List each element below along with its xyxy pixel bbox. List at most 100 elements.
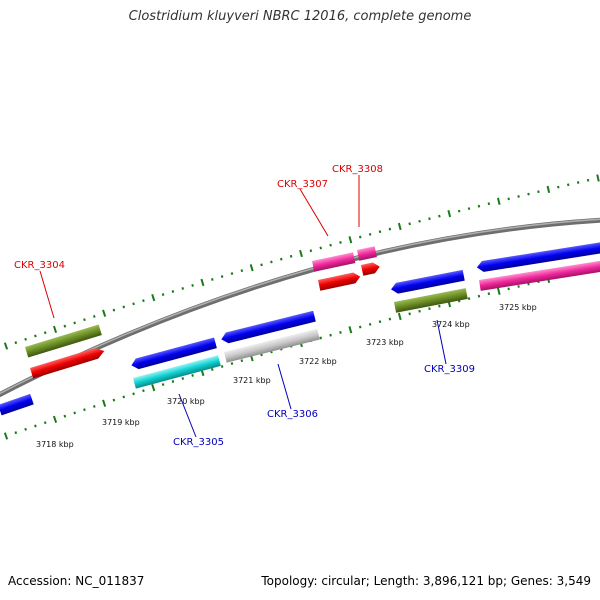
scale-tick	[428, 217, 431, 221]
scale-tick	[83, 318, 86, 322]
scale-tick	[467, 297, 471, 301]
scale-tick	[220, 365, 224, 368]
scale-tick	[408, 312, 411, 316]
label-CKR_3306[interactable]: CKR_3306	[267, 409, 318, 420]
scale-tick	[83, 408, 86, 412]
scale-tick	[329, 243, 332, 247]
gene-CKR_3308-pink[interactable]	[357, 246, 377, 261]
scale-tick	[388, 227, 392, 231]
scale-tick	[546, 185, 551, 194]
scale-tick	[132, 392, 135, 396]
scale-tick	[24, 337, 27, 341]
scale-tick	[397, 222, 402, 231]
scale-tick	[329, 333, 332, 337]
scale-tick	[260, 263, 263, 267]
label-CKR_3309[interactable]: CKR_3309	[424, 364, 475, 375]
label-CKR_3305[interactable]: CKR_3305	[173, 437, 224, 448]
label-CKR_3307[interactable]: CKR_3307	[277, 179, 328, 190]
scale-tick	[102, 399, 107, 407]
scale-tick	[507, 287, 510, 291]
gene-CKR_3307-red[interactable]	[318, 271, 361, 291]
leader-ckr3307	[299, 188, 329, 237]
scale-tick	[52, 415, 58, 424]
scale-tick	[230, 362, 234, 365]
leader-ckr3309	[436, 319, 447, 365]
topology-text: Topology: circular; Length: 3,896,121 bp…	[261, 574, 591, 588]
leader-ckr3304	[39, 270, 55, 319]
gene-left-blue[interactable]	[0, 393, 34, 416]
scale-tick	[596, 174, 600, 182]
gene-CKR_3307-pink[interactable]	[312, 252, 356, 272]
genome-title: Clostridium kluyveri NBRC 12016, complet…	[128, 9, 472, 24]
gene-right-blue[interactable]	[476, 241, 600, 273]
scale-tick	[438, 214, 441, 218]
leader-ckr3305	[178, 393, 197, 438]
scale-tick	[397, 312, 402, 321]
scale-tick	[112, 308, 116, 312]
kbp-label: 3719 kbp	[102, 418, 140, 427]
scale-tick	[132, 302, 135, 306]
scale-tick	[368, 322, 372, 326]
scale-tick	[557, 185, 560, 189]
scale-tick	[299, 249, 303, 258]
scale-tick	[358, 325, 362, 329]
scale-tick	[378, 320, 382, 324]
scale-tick	[348, 326, 353, 334]
kbp-label: 3725 kbp	[499, 303, 537, 312]
scale-tick	[3, 432, 9, 440]
leader-ckr3306	[277, 363, 292, 410]
scale-tick	[260, 353, 263, 357]
scale-tick	[112, 398, 116, 402]
scale-tick	[210, 368, 214, 371]
gene-CKR_3308-red[interactable]	[361, 261, 381, 276]
scale-tick	[3, 342, 9, 350]
scale-tick	[586, 178, 590, 182]
label-CKR_3308[interactable]: CKR_3308	[332, 164, 383, 175]
scale-tick	[230, 272, 234, 275]
scale-tick	[63, 414, 67, 418]
scale-tick	[73, 321, 76, 325]
scale-tick	[43, 421, 47, 425]
scale-tick	[477, 204, 481, 208]
scale-tick	[14, 431, 18, 435]
scale-tick	[73, 411, 76, 415]
scale-tick	[220, 275, 224, 278]
scale-tick	[388, 317, 392, 321]
scale-tick	[467, 207, 471, 211]
gene-CKR_3306-gray[interactable]	[224, 328, 320, 363]
scale-tick	[92, 405, 96, 408]
label-CKR_3304[interactable]: CKR_3304	[14, 260, 65, 271]
scale-tick	[240, 359, 244, 363]
scale-tick	[240, 269, 244, 273]
scale-tick	[408, 222, 411, 226]
scale-tick	[438, 304, 441, 308]
gene-CKR_3304-red[interactable]	[30, 346, 106, 379]
scale-tick	[191, 374, 194, 377]
gene-right-pink[interactable]	[479, 259, 600, 291]
gene-CKR_3309-olive[interactable]	[394, 288, 468, 313]
scale-tick	[270, 260, 273, 264]
gene-CKR_3305-cyan[interactable]	[133, 355, 221, 389]
scale-tick	[43, 331, 47, 335]
kbp-label: 3720 kbp	[167, 397, 205, 406]
scale-tick	[517, 285, 520, 288]
scale-tick	[517, 195, 520, 198]
kbp-label: 3721 kbp	[233, 376, 271, 385]
gene-CKR_3306-blue[interactable]	[220, 310, 316, 345]
scale-tick	[537, 190, 540, 194]
scale-tick	[122, 305, 126, 309]
gene-CKR_3304-olive[interactable]	[25, 324, 102, 358]
scale-tick	[418, 219, 421, 223]
gene-CKR_3305-blue[interactable]	[130, 337, 217, 370]
scale-tick	[210, 278, 214, 281]
scale-tick	[279, 257, 283, 261]
scale-tick	[24, 427, 27, 431]
scale-tick	[161, 383, 165, 386]
gene-CKR_3309-blue[interactable]	[390, 269, 465, 295]
scale-tick	[487, 202, 491, 206]
scale-tick	[249, 264, 254, 272]
scale-tick	[507, 197, 510, 201]
scale-tick	[191, 284, 194, 287]
scale-tick	[418, 309, 421, 313]
